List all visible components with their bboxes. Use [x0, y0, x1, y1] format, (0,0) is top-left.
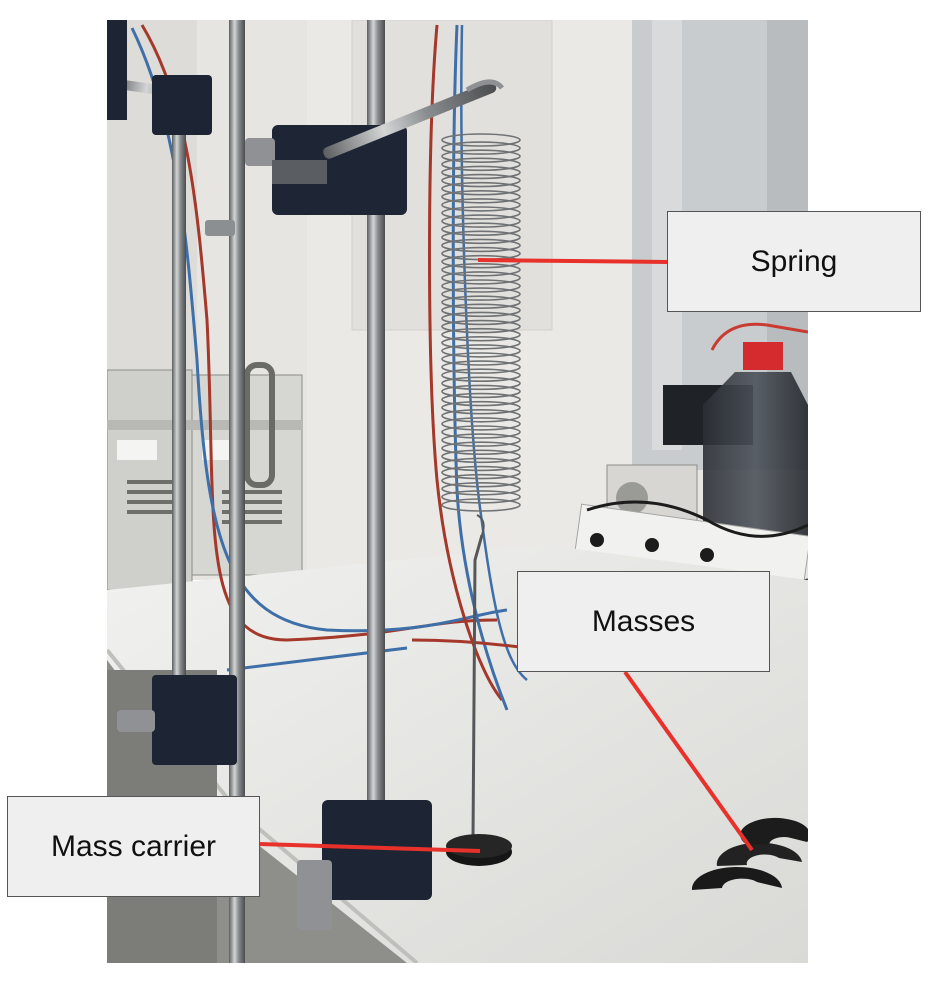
clamp-bottom-left — [152, 675, 237, 765]
spring-coil — [441, 408, 521, 423]
spring-coil — [441, 303, 521, 318]
spring-coil — [441, 327, 521, 342]
spring-coil — [441, 360, 521, 374]
bottle-cap — [743, 342, 783, 370]
spring-label: Spring — [667, 211, 921, 312]
spring-coil — [441, 238, 521, 253]
spring-coil — [441, 490, 521, 504]
spring-coil — [441, 279, 521, 293]
bottle — [703, 372, 808, 540]
spring-coil — [441, 271, 521, 285]
spring-coil — [441, 473, 521, 488]
spring-coil — [441, 173, 521, 188]
hook-arm — [323, 81, 497, 159]
spring-coil — [441, 465, 521, 480]
spring-coil — [441, 352, 521, 366]
spring-coil — [441, 335, 521, 350]
spring-coil — [441, 214, 521, 228]
spring-coil — [441, 230, 521, 245]
spring-coil — [441, 481, 521, 496]
spring-coil — [441, 368, 521, 383]
stand-rod-left-back — [172, 80, 186, 730]
spring-coil — [441, 425, 521, 439]
spring-coil — [441, 449, 521, 464]
spring-coil — [441, 149, 521, 164]
mass-carrier-label: Mass carrier — [7, 796, 260, 897]
lab-photo — [107, 20, 808, 963]
spring-coil — [441, 498, 521, 512]
spring-coil — [441, 222, 521, 237]
spring-coil — [441, 181, 521, 196]
clamp-top-left — [152, 75, 212, 135]
spring-coil — [441, 392, 521, 407]
masses-label: Masses — [517, 571, 770, 672]
spring-coil — [441, 376, 521, 391]
spring-coil — [441, 133, 521, 147]
spring-coil — [441, 344, 521, 358]
spring-coil — [441, 400, 521, 415]
spring-coil — [441, 141, 521, 155]
stand-rod-right — [367, 20, 385, 840]
spring-coil — [441, 157, 521, 172]
spring-coil — [441, 295, 521, 310]
spring-coil — [441, 311, 521, 326]
spring-coil — [441, 198, 521, 212]
spring-coil — [441, 165, 521, 180]
clamp-top-right — [272, 125, 407, 215]
clamp-bottom-right — [322, 800, 432, 900]
spring-coil — [441, 287, 521, 301]
spring-coil — [441, 417, 521, 431]
spring-coil — [441, 433, 521, 447]
slotted-masses — [691, 817, 808, 890]
spring-coil — [441, 206, 521, 220]
spring-coil — [441, 319, 521, 334]
spring-coil — [441, 189, 521, 204]
spring-coil — [441, 384, 521, 399]
spring-coil — [441, 457, 521, 472]
spring-coil — [441, 441, 521, 456]
